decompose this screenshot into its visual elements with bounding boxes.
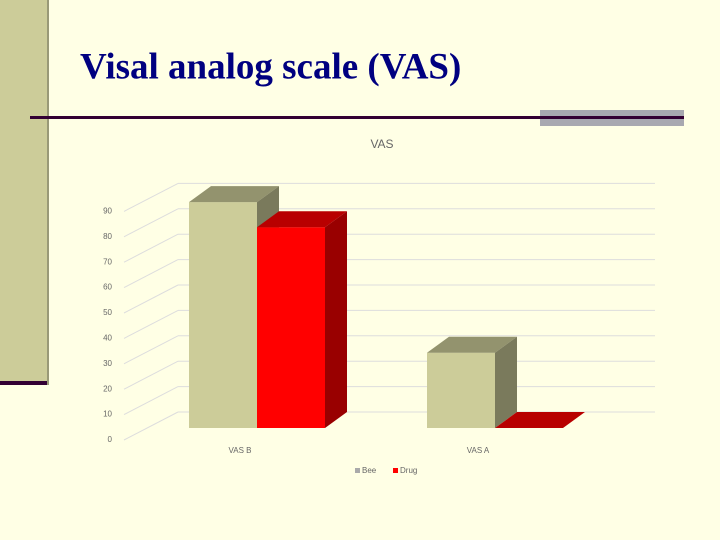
bar-top (257, 211, 347, 228)
y-tick-label: 10 (103, 410, 112, 419)
chart-title: VAS (370, 137, 393, 151)
bar-side (325, 211, 347, 428)
grid-line-floor (123, 386, 179, 416)
x-tick-label: VAS A (467, 446, 490, 455)
grid-line-floor (123, 208, 179, 238)
title-rule (30, 116, 684, 119)
y-tick-label: 80 (103, 232, 112, 241)
y-tick-label: 30 (103, 359, 112, 368)
y-tick-label: 0 (108, 435, 113, 444)
y-tick-label: 20 (103, 384, 112, 393)
bar-top (189, 186, 279, 203)
strip-edge (47, 0, 49, 385)
y-tick-label: 40 (103, 334, 112, 343)
bar-top (495, 412, 585, 428)
y-tick-label: 90 (103, 207, 112, 216)
side-strip (0, 0, 47, 383)
slide-title: Visal analog scale (VAS) (80, 46, 461, 87)
x-tick-label: VAS B (229, 446, 252, 455)
y-tick-label: 60 (103, 283, 112, 292)
grid-line-floor (123, 233, 179, 263)
bar-front (189, 202, 257, 428)
y-tick-label: 50 (103, 308, 112, 317)
legend-label: Drug (400, 466, 417, 475)
grid-line-floor (123, 335, 179, 365)
bar-top (427, 336, 517, 353)
bar-front (257, 227, 325, 428)
grid-line-floor (123, 309, 179, 339)
y-tick-label: 70 (103, 257, 112, 266)
legend-swatch (355, 468, 360, 473)
grid-line-floor (123, 360, 179, 390)
grid-line-floor (123, 411, 179, 441)
legend-swatch (393, 468, 398, 473)
bar-front (427, 352, 495, 428)
grid-line-floor (123, 182, 179, 212)
grid-line-floor (123, 259, 179, 289)
grid-line-floor (123, 284, 179, 314)
strip-line (0, 381, 47, 385)
bar-side (495, 336, 517, 428)
legend-label: Bee (362, 466, 377, 475)
